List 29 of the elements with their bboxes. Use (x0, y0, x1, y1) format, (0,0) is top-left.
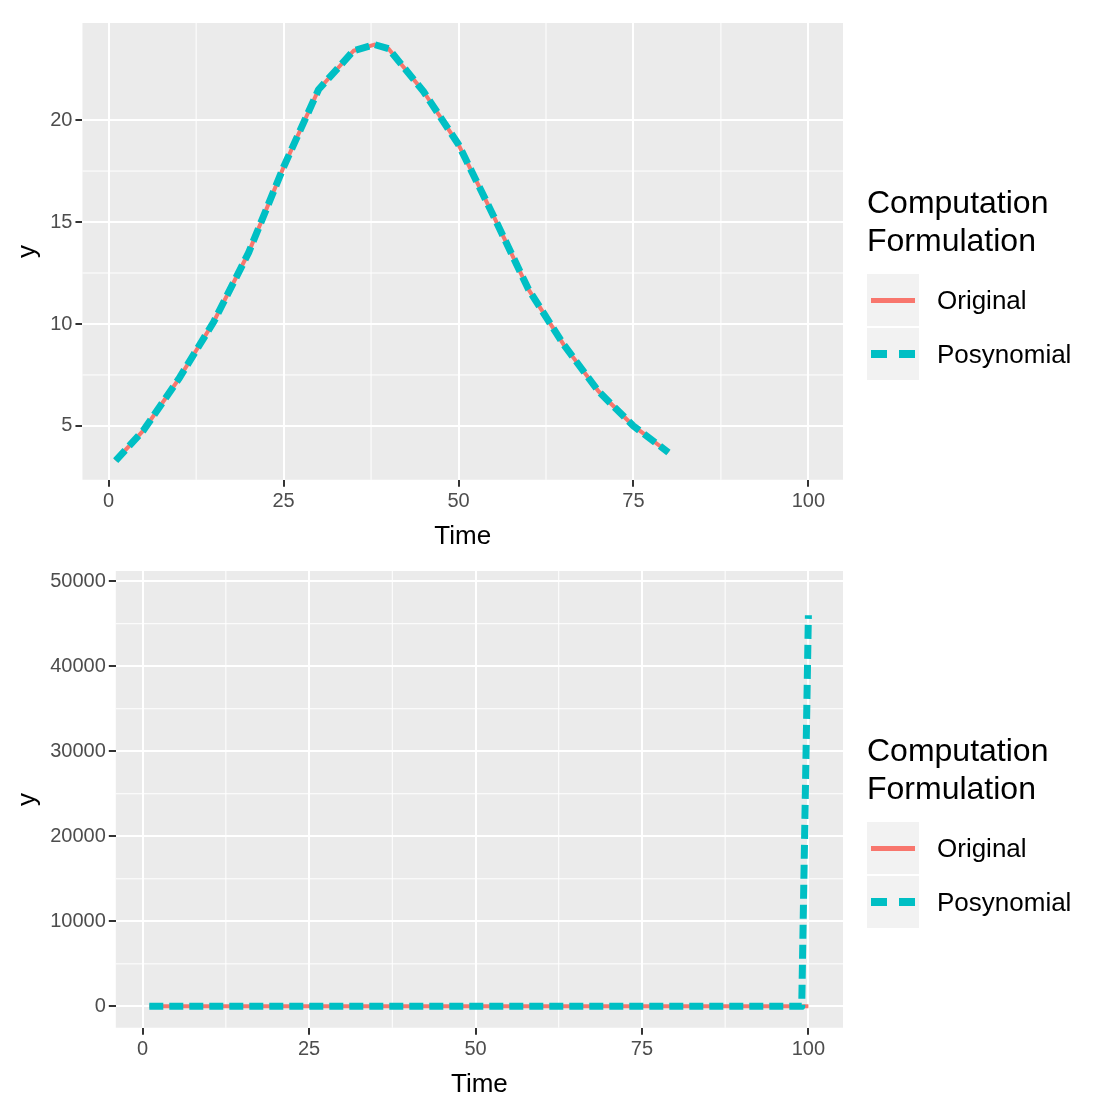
y-axis-title: y (10, 244, 41, 258)
x-tick-label: 100 (791, 1037, 826, 1060)
y-tick-label: 20 (50, 107, 73, 130)
y-tick-label: 30000 (50, 738, 106, 761)
y-tick-label: 5 (61, 413, 73, 436)
legend-label: Original (937, 284, 1027, 316)
x-tick-label: 25 (272, 489, 295, 512)
x-tick-label: 100 (791, 489, 826, 512)
legend-title: Computation Formulation (867, 731, 1050, 807)
x-tick-label: 25 (297, 1037, 321, 1060)
legend-label: Posynomial (937, 886, 1072, 918)
y-tick-label: 10000 (50, 908, 106, 931)
y-tick-label: 0 (94, 993, 106, 1016)
x-axis-title: Time (434, 519, 492, 550)
legend-label: Original (937, 832, 1027, 864)
y-tick-label: 10 (50, 311, 73, 334)
x-tick-label: 50 (464, 1037, 487, 1060)
x-tick-label: 75 (630, 1037, 654, 1060)
legend-label: Posynomial (937, 338, 1072, 370)
y-axis-title: y (10, 792, 41, 806)
x-tick-label: 50 (447, 489, 470, 512)
y-tick-label: 15 (50, 209, 73, 232)
x-tick-label: 75 (622, 489, 645, 512)
y-tick-label: 20000 (50, 823, 106, 846)
x-tick-label: 0 (137, 1037, 149, 1060)
legend-title: Computation Formulation (867, 183, 1050, 259)
x-axis-title: Time (451, 1067, 508, 1098)
y-tick-label: 40000 (50, 653, 106, 676)
y-tick-label: 50000 (50, 568, 106, 591)
